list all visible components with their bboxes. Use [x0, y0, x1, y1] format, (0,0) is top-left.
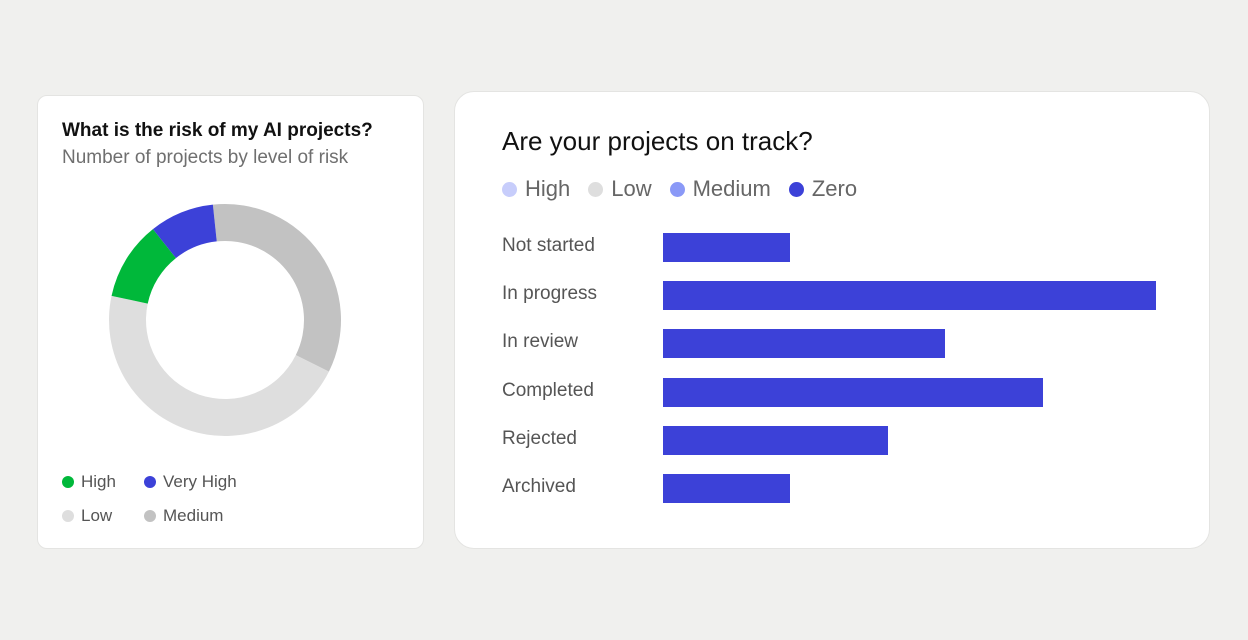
bar-chart-title: Are your projects on track? [502, 126, 813, 156]
legend-label: Medium [692, 176, 771, 201]
legend-label: Low [611, 176, 652, 201]
category-label: In progress [502, 283, 598, 305]
legend-dot-icon [144, 510, 156, 522]
donut-slice-very-high [152, 204, 217, 259]
bar-in-progress [663, 281, 1156, 311]
legend-dot-icon [62, 510, 74, 522]
bar-legend-item: Medium [669, 176, 771, 202]
legend-dot-icon [669, 181, 685, 197]
donut-slice-low [109, 295, 329, 436]
bar-legend-item: Low [588, 176, 652, 202]
bar-legend-item: High [502, 176, 570, 202]
donut-slice-medium [212, 204, 341, 372]
legend-dot-icon [144, 476, 156, 488]
donut-legend-item: Low [62, 506, 112, 526]
legend-dot-icon [502, 181, 517, 197]
category-label: Not started [502, 235, 595, 256]
bar-in-review [663, 329, 945, 359]
on-track-bar-card: Are your projects on track? High Low Mediu… [454, 91, 1210, 549]
donut-slice-high [111, 229, 176, 304]
legend-label: High [81, 472, 116, 491]
bar-chart-legend: High Low Medium Zero [502, 176, 875, 202]
legend-label: Very High [163, 472, 237, 491]
category-label: Rejected [502, 427, 577, 449]
donut-legend-item: High [62, 472, 116, 492]
bar-completed [663, 377, 1044, 407]
donut-legend-item: Medium [144, 506, 223, 526]
legend-label: Zero [811, 176, 858, 201]
legend-dot-icon [788, 181, 804, 197]
donut-legend-item: Very High [144, 472, 237, 492]
donut-title: What is the risk of my AI projects? [62, 120, 373, 141]
category-label: Completed [502, 379, 594, 401]
risk-donut-card: What is the risk of my AI projects? Numb… [37, 95, 424, 549]
legend-dot-icon [588, 181, 604, 197]
category-label: In review [502, 331, 579, 353]
category-label: Archived [502, 476, 576, 497]
legend-label: Medium [163, 506, 224, 525]
donut-subtitle: Number of projects by level of risk [62, 147, 349, 168]
legend-dot-icon [62, 476, 74, 488]
donut-chart [109, 204, 341, 436]
bar-archived [663, 474, 790, 503]
bar-legend-item: Zero [788, 176, 858, 202]
legend-label: High [525, 176, 571, 201]
bar-not-started [663, 233, 790, 262]
legend-label: Low [81, 506, 113, 525]
bar-rejected [663, 425, 889, 455]
